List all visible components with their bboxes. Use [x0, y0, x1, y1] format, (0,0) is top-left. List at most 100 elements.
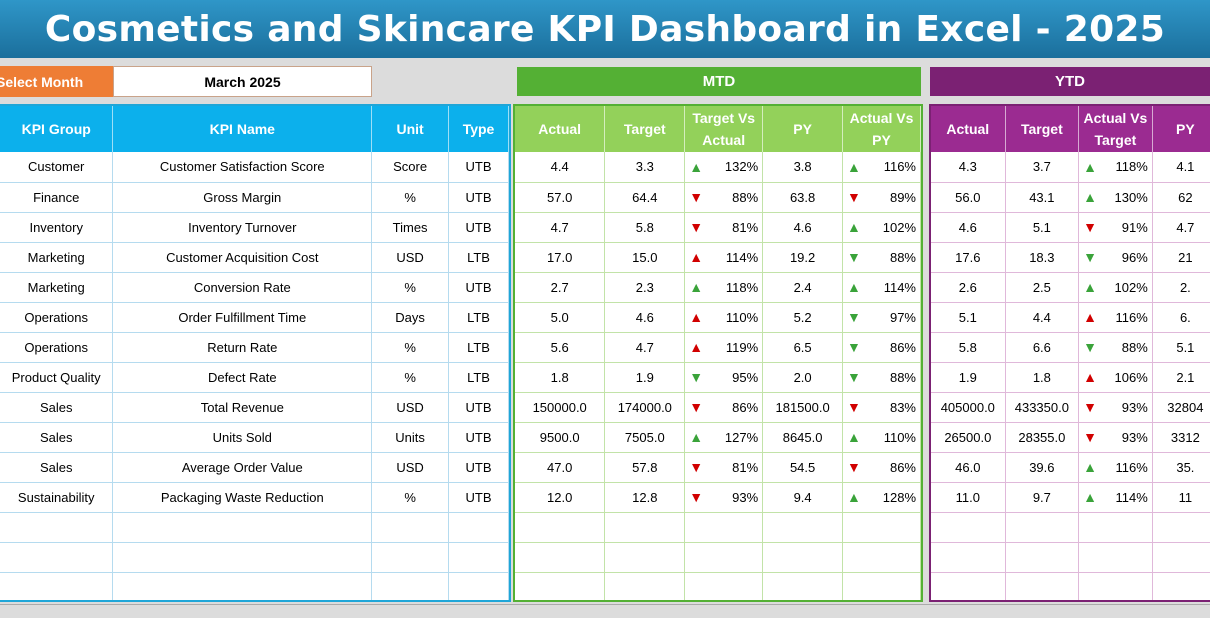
ytd-panel: Actual Target Actual Vs Target PY 4.3 3.7…	[929, 104, 1210, 602]
empty-cell	[1005, 512, 1080, 543]
header-kpi-group: KPI Group	[0, 106, 114, 152]
empty-cell	[0, 542, 114, 573]
triangle-down-icon: ▼	[847, 399, 861, 415]
triangle-up-icon: ▲	[689, 158, 704, 175]
percent-value: 97%	[889, 309, 916, 325]
empty-row	[515, 542, 921, 573]
percent-value: 118%	[725, 279, 759, 295]
table-row: 26500.0 28355.0 ▼ 93% 3312	[931, 422, 1210, 453]
ytd-actual-cell: 17.6	[931, 242, 1006, 273]
empty-cell	[515, 512, 606, 543]
ytd-py-cell: 3312	[1152, 422, 1210, 453]
empty-cell	[1152, 542, 1210, 573]
mtd-py-cell: 6.5	[762, 332, 844, 363]
percent-value: 83%	[889, 399, 916, 415]
mtd-actual-vs-py-cell: ▼ 83%	[842, 392, 921, 423]
mtd-header-actual: Actual	[515, 106, 606, 152]
empty-cell	[931, 572, 1006, 600]
table-row: Operations Order Fulfillment Time Days LTB	[0, 302, 509, 333]
table-row: Inventory Inventory Turnover Times UTB	[0, 212, 509, 243]
mtd-header-target-vs-actual: Target Vs Actual	[684, 106, 764, 152]
empty-cell	[762, 572, 844, 600]
table-row: 47.0 57.8 ▼ 81% 54.5 ▼ 86%	[515, 452, 921, 483]
mtd-target-vs-actual-cell: ▲ 132%	[684, 152, 764, 183]
type-cell: UTB	[448, 422, 509, 453]
ytd-actual-vs-target-cell: ▲ 116%	[1078, 302, 1153, 333]
triangle-down-icon: ▼	[847, 309, 861, 325]
mtd-target-cell: 64.4	[604, 182, 686, 213]
type-cell: LTB	[448, 242, 509, 273]
triangle-down-icon: ▼	[847, 249, 861, 265]
ytd-actual-vs-target-cell: ▲ 116%	[1078, 452, 1153, 483]
ytd-target-cell: 4.4	[1005, 302, 1080, 333]
empty-row	[931, 542, 1210, 573]
ytd-target-cell: 9.7	[1005, 482, 1080, 513]
ytd-target-cell: 5.1	[1005, 212, 1080, 243]
header-kpi-name: KPI Name	[112, 106, 373, 152]
empty-cell	[1005, 572, 1080, 600]
mtd-actual-vs-py-cell: ▼ 88%	[842, 362, 921, 393]
select-month-label: Select Month	[0, 66, 113, 97]
ytd-target-cell: 3.7	[1005, 152, 1080, 183]
triangle-down-icon: ▼	[689, 189, 704, 205]
ytd-actual-vs-target-cell: ▲ 102%	[1078, 272, 1153, 303]
empty-row	[515, 512, 921, 543]
mtd-actual-cell: 17.0	[515, 242, 606, 273]
dashboard-title: Cosmetics and Skincare KPI Dashboard in …	[0, 0, 1210, 58]
type-cell: LTB	[448, 332, 509, 363]
empty-cell	[684, 572, 764, 600]
empty-row	[515, 572, 921, 600]
empty-cell	[931, 512, 1006, 543]
percent-value: 102%	[1114, 279, 1148, 295]
ytd-target-cell: 6.6	[1005, 332, 1080, 363]
percent-value: 102%	[882, 219, 916, 235]
empty-cell	[1078, 542, 1153, 573]
triangle-down-icon: ▼	[689, 459, 704, 475]
triangle-down-icon: ▼	[689, 399, 704, 415]
kpi-group-cell: Inventory	[0, 212, 114, 243]
table-row: Sales Average Order Value USD UTB	[0, 452, 509, 483]
triangle-up-icon: ▲	[689, 339, 704, 355]
ytd-header-py: PY	[1152, 106, 1210, 152]
kpi-group-cell: Sustainability	[0, 482, 114, 513]
mtd-target-vs-actual-cell: ▼ 93%	[684, 482, 764, 513]
ytd-actual-cell: 11.0	[931, 482, 1006, 513]
empty-cell	[371, 512, 450, 543]
table-row: Sustainability Packaging Waste Reduction%…	[0, 482, 509, 513]
triangle-up-icon: ▲	[689, 309, 704, 325]
type-cell: UTB	[448, 272, 509, 303]
kpi-name-cell: Total Revenue	[112, 392, 373, 423]
empty-cell	[684, 512, 764, 543]
type-cell: UTB	[448, 182, 509, 213]
table-row: 2.7 2.3 ▲ 118% 2.4 ▲ 114%	[515, 272, 921, 303]
percent-value: 114%	[725, 249, 759, 265]
mtd-actual-vs-py-cell: ▲ 110%	[842, 422, 921, 453]
mtd-actual-cell: 4.4	[515, 152, 606, 183]
table-row: 4.7 5.8 ▼ 81% 4.6 ▲ 102%	[515, 212, 921, 243]
percent-value: 86%	[889, 339, 916, 355]
mtd-target-vs-actual-cell: ▼ 86%	[684, 392, 764, 423]
ytd-py-cell: 35.	[1152, 452, 1210, 483]
percent-value: 88%	[732, 189, 759, 205]
percent-value: 116%	[883, 159, 916, 175]
ytd-py-cell: 21	[1152, 242, 1210, 273]
month-selector[interactable]: March 2025	[113, 66, 372, 97]
percent-value: 95%	[732, 369, 759, 385]
triangle-up-icon: ▲	[1083, 189, 1097, 205]
table-row: 4.3 3.7 ▲ 118% 4.1	[931, 152, 1210, 183]
kpi-name-cell: Return Rate	[112, 332, 373, 363]
kpi-name-cell: Average Order Value	[112, 452, 373, 483]
mtd-section-header: MTD	[517, 67, 921, 96]
table-row: 405000.0 433350.0 ▼ 93% 32804	[931, 392, 1210, 423]
type-cell: LTB	[448, 302, 509, 333]
mtd-actual-vs-py-cell: ▲ 116%	[842, 152, 921, 183]
table-row: 17.0 15.0 ▲ 114% 19.2 ▼ 88%	[515, 242, 921, 273]
empty-row	[0, 512, 509, 543]
table-row: Product Quality Defect Rate% LTB	[0, 362, 509, 393]
empty-cell	[1152, 572, 1210, 600]
mtd-table: Actual Target Target Vs Actual PY Actual…	[515, 106, 921, 600]
mtd-actual-vs-py-cell: ▼ 89%	[842, 182, 921, 213]
sheet-bottom-edge	[0, 604, 1210, 618]
mtd-target-vs-actual-cell: ▼ 81%	[684, 212, 764, 243]
table-row: Sales Total Revenue USD UTB	[0, 392, 509, 423]
